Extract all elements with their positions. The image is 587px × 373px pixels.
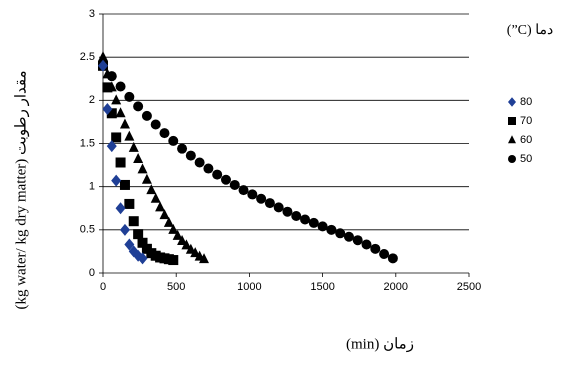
y-axis-label: (kg water/ kg dry matter) مقدار رطوبت <box>13 70 29 309</box>
point <box>155 201 166 212</box>
legend-marker <box>508 117 516 125</box>
point <box>128 141 139 152</box>
point <box>361 239 372 250</box>
point <box>317 221 328 232</box>
x-axis-label: (min) زمان <box>346 336 414 352</box>
point <box>168 135 179 146</box>
point <box>119 118 130 129</box>
y-tick-label: 0.5 <box>80 224 95 236</box>
point <box>133 229 144 240</box>
legend-marker <box>508 97 516 107</box>
point <box>124 130 135 141</box>
point <box>137 252 148 265</box>
point <box>133 101 144 112</box>
point <box>98 59 108 72</box>
point <box>111 132 122 143</box>
point <box>150 119 161 130</box>
point <box>124 238 135 251</box>
y-tick-label: 1 <box>89 181 95 193</box>
x-tick-label: 2500 <box>457 281 481 293</box>
y-tick-label: 1.5 <box>80 137 95 149</box>
point <box>370 243 381 254</box>
point <box>137 237 148 248</box>
point <box>326 224 337 235</box>
point <box>220 174 231 185</box>
point <box>291 211 302 222</box>
x-tick-label: 0 <box>100 281 106 293</box>
point <box>185 150 196 161</box>
point <box>199 253 210 264</box>
point <box>111 174 122 187</box>
point <box>124 91 135 102</box>
point <box>181 239 192 250</box>
point <box>115 202 126 215</box>
point <box>102 68 113 79</box>
point <box>163 216 174 227</box>
point <box>177 235 188 246</box>
point <box>128 216 139 227</box>
point <box>137 163 148 174</box>
point <box>308 217 319 228</box>
point <box>282 206 293 217</box>
point <box>98 51 108 62</box>
point <box>172 229 183 240</box>
point <box>229 179 240 190</box>
point <box>273 202 284 213</box>
point <box>168 223 179 234</box>
point <box>238 185 249 196</box>
point <box>256 193 267 204</box>
point <box>119 179 130 190</box>
point <box>159 128 170 139</box>
point <box>124 198 135 209</box>
legend-marker <box>508 135 516 144</box>
point <box>177 143 188 154</box>
point <box>115 81 126 92</box>
point <box>247 189 258 200</box>
x-tick-label: 1000 <box>237 281 261 293</box>
point <box>141 110 152 121</box>
point <box>343 231 354 242</box>
point <box>300 214 311 225</box>
legend-marker <box>508 155 516 163</box>
legend-label: 80 <box>520 96 532 108</box>
point <box>146 184 157 195</box>
point <box>168 255 179 266</box>
point <box>387 253 398 264</box>
y-tick-label: 2.5 <box>80 51 95 63</box>
y-tick-label: 2 <box>89 94 95 106</box>
y-tick-label: 0 <box>89 267 95 279</box>
x-tick-label: 1500 <box>310 281 334 293</box>
point <box>111 94 122 105</box>
x-tick-label: 500 <box>167 281 185 293</box>
point <box>335 228 346 239</box>
legend-label: 70 <box>520 115 532 127</box>
point <box>203 163 214 174</box>
legend-label: 50 <box>520 153 532 165</box>
point <box>194 157 205 168</box>
point <box>141 173 152 184</box>
point <box>352 235 363 246</box>
point <box>159 209 170 220</box>
legend-title: (”C) دما <box>507 23 553 38</box>
legend-label: 60 <box>520 134 532 146</box>
point <box>115 157 126 168</box>
point <box>102 102 113 115</box>
point <box>379 249 390 260</box>
x-tick-label: 2000 <box>384 281 408 293</box>
point <box>119 223 130 236</box>
point <box>115 107 126 118</box>
point <box>150 192 161 203</box>
point <box>106 108 117 119</box>
point <box>106 140 117 153</box>
point <box>102 82 113 93</box>
point <box>264 198 275 209</box>
y-tick-label: 3 <box>89 8 95 20</box>
point <box>133 153 144 164</box>
point <box>212 169 223 180</box>
